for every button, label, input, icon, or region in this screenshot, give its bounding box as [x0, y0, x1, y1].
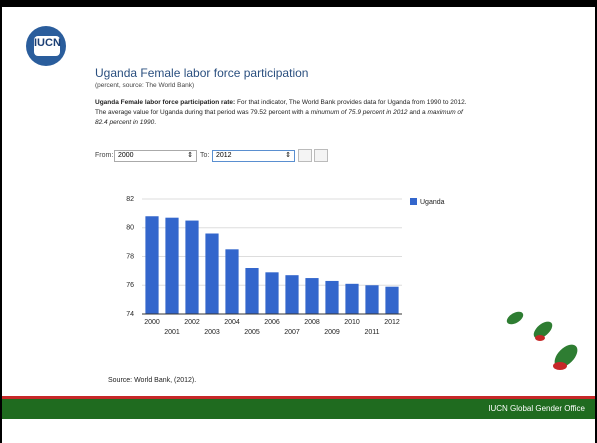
butterfly	[533, 321, 553, 339]
top-bar	[0, 0, 597, 7]
x-tick-label: 2001	[164, 329, 180, 336]
butterfly	[553, 362, 567, 370]
butterfly	[535, 335, 545, 341]
desc-italic: maximum of 82.4 percent in 1990	[95, 109, 463, 126]
y-tick-label: 82	[126, 196, 134, 203]
x-tick-label: 2007	[284, 329, 300, 336]
y-tick-label: 80	[126, 225, 134, 232]
to-value: 2012	[216, 152, 232, 159]
bar	[325, 280, 339, 314]
footer-bar	[2, 399, 595, 419]
line-chart-button[interactable]	[298, 149, 312, 162]
to-select[interactable]: 2012 ⇕	[212, 150, 295, 162]
x-tick-label: 2002	[184, 319, 200, 326]
bar	[165, 217, 179, 314]
bar	[245, 268, 259, 314]
butterfly	[554, 344, 578, 368]
desc-italic: minumum of 75.9 percent in 2012	[310, 109, 408, 116]
bar	[365, 285, 379, 314]
left-border	[0, 0, 2, 443]
bar	[225, 249, 239, 314]
x-tick-label: 2008	[304, 319, 320, 326]
right-border	[595, 0, 597, 443]
legend-label: Uganda	[420, 199, 445, 206]
bar	[265, 272, 279, 314]
y-tick-label: 76	[126, 282, 134, 289]
desc-text: For that indicator, The World Bank provi…	[95, 99, 467, 116]
title: Uganda Female labor force participation	[95, 66, 309, 80]
x-tick-label: 2000	[144, 319, 160, 326]
desc-text: and a	[407, 109, 428, 116]
x-tick-label: 2011	[364, 329, 379, 336]
bar-chart-button[interactable]	[314, 149, 328, 162]
x-tick-label: 2005	[244, 329, 260, 336]
y-tick-label: 74	[126, 311, 134, 318]
butterflies	[506, 311, 578, 370]
from-select[interactable]: 2000 ⇕	[114, 150, 197, 162]
x-tick-label: 2010	[344, 319, 360, 326]
desc-lead: Uganda Female labor force participation …	[95, 99, 236, 106]
x-tick-label: 2012	[384, 319, 400, 326]
from-label: From:	[95, 152, 114, 159]
bar	[345, 283, 359, 314]
subtitle: (percent, source: The World Bank)	[95, 82, 195, 89]
x-tick-label: 2004	[224, 319, 240, 326]
logo-text: IUCN	[34, 37, 61, 49]
from-value: 2000	[118, 152, 134, 159]
bar	[285, 275, 299, 314]
desc-text: .	[154, 119, 157, 126]
bar	[145, 216, 159, 314]
red-stripe	[2, 396, 595, 399]
x-tick-label: 2003	[204, 329, 220, 336]
logo-inner	[34, 36, 60, 56]
butterfly	[506, 311, 524, 325]
bar	[185, 220, 199, 314]
footer-text: IUCN Global Gender Office	[488, 404, 585, 413]
to-label: To:	[200, 152, 210, 159]
source: Source: World Bank, (2012).	[108, 377, 197, 384]
legend-swatch	[410, 198, 417, 205]
bar	[305, 278, 319, 314]
y-tick-label: 78	[126, 253, 134, 260]
description: Uganda Female labor force participation …	[95, 98, 475, 128]
x-tick-label: 2006	[264, 319, 280, 326]
bar	[205, 233, 219, 314]
x-tick-label: 2009	[324, 329, 340, 336]
bar	[385, 286, 399, 314]
